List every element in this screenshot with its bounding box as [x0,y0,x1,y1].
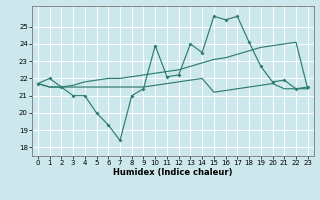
X-axis label: Humidex (Indice chaleur): Humidex (Indice chaleur) [113,168,233,177]
